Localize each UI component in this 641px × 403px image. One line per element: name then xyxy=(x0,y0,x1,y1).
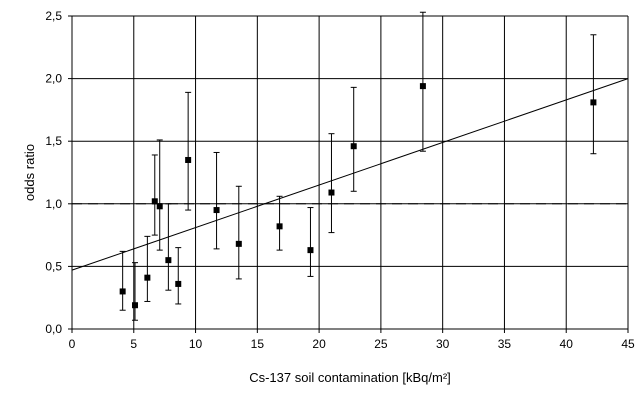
x-tick-label: 15 xyxy=(251,337,265,351)
grid xyxy=(68,15,629,333)
y-tick-label: 0,0 xyxy=(45,322,62,336)
marker xyxy=(235,240,242,247)
x-tick-label: 25 xyxy=(374,337,388,351)
data-point-5 xyxy=(156,139,163,251)
marker xyxy=(276,223,283,230)
y-axis-title: odds ratio xyxy=(22,144,37,201)
x-tick-label: 45 xyxy=(621,337,635,351)
marker xyxy=(151,198,158,205)
data-point-2 xyxy=(132,262,139,321)
trend-line xyxy=(71,78,629,271)
marker xyxy=(185,156,192,163)
data-point-6 xyxy=(165,203,172,291)
y-tick-label: 0,5 xyxy=(45,259,62,273)
x-axis-title: Cs-137 soil contamination [kBq/m²] xyxy=(249,370,451,385)
marker xyxy=(419,83,426,90)
marker xyxy=(350,143,357,150)
data-point-16 xyxy=(590,34,597,155)
x-tick-label: 5 xyxy=(130,337,137,351)
data-point-3 xyxy=(144,235,151,302)
x-tick-labels: 0 5 10 15 20 25 30 35 40 45 xyxy=(69,337,635,351)
x-tick-label: 10 xyxy=(189,337,203,351)
data-point-12 xyxy=(307,207,314,277)
marker xyxy=(213,207,220,214)
data-point-9 xyxy=(213,151,220,250)
data-point-15 xyxy=(419,11,426,152)
data-point-11 xyxy=(276,195,283,251)
x-tick-label: 20 xyxy=(312,337,326,351)
y-tick-label: 2,0 xyxy=(45,72,62,86)
x-tick-label: 35 xyxy=(498,337,512,351)
marker xyxy=(119,288,126,295)
marker xyxy=(590,99,597,106)
x-tick-label: 0 xyxy=(69,337,76,351)
marker xyxy=(175,280,182,287)
data-point-13 xyxy=(328,133,335,234)
marker xyxy=(165,257,172,264)
y-tick-label: 2,5 xyxy=(45,9,62,23)
data-point-4 xyxy=(151,154,158,236)
data-point-14 xyxy=(350,86,357,192)
marker xyxy=(307,247,314,254)
x-tick-label: 40 xyxy=(560,337,574,351)
data-point-7 xyxy=(175,247,182,305)
marker xyxy=(156,203,163,210)
marker xyxy=(144,274,151,281)
data-point-1 xyxy=(119,250,126,311)
data-points xyxy=(119,11,597,321)
y-tick-label: 1,5 xyxy=(45,134,62,148)
marker xyxy=(328,189,335,196)
y-tick-label: 1,0 xyxy=(45,197,62,211)
data-point-8 xyxy=(185,91,192,211)
data-point-10 xyxy=(235,185,242,280)
marker xyxy=(132,302,139,309)
y-tick-labels: 0,0 0,5 1,0 1,5 2,0 2,5 xyxy=(45,9,62,336)
x-tick-label: 30 xyxy=(436,337,450,351)
